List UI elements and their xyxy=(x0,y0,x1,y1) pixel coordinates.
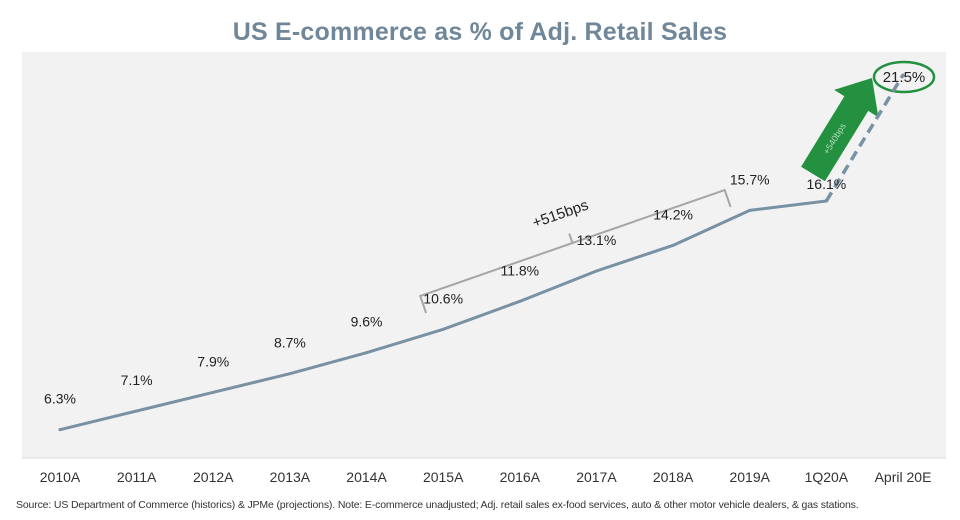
data-point xyxy=(671,243,675,247)
data-point xyxy=(518,299,522,303)
x-tick-label: 2010A xyxy=(40,469,81,485)
data-label: 9.6% xyxy=(351,314,383,330)
x-tick-label: 2018A xyxy=(653,469,694,485)
growth-bracket xyxy=(418,188,732,314)
data-label: 8.7% xyxy=(274,335,306,351)
x-tick-label: 2016A xyxy=(500,469,541,485)
data-label: 16.1% xyxy=(807,176,847,192)
x-tick-label: 2017A xyxy=(576,469,617,485)
x-tick-label: 1Q20A xyxy=(805,469,849,485)
data-label: 13.1% xyxy=(577,232,617,248)
data-label: 11.8% xyxy=(500,262,539,278)
x-tick-label: 2012A xyxy=(193,469,234,485)
projection-highlight-circle xyxy=(872,60,936,94)
chart-title: US E-commerce as % of Adj. Retail Sales xyxy=(232,18,728,46)
x-tick-label: 2015A xyxy=(423,469,464,485)
data-label: 7.1% xyxy=(121,372,153,388)
series-line-actual xyxy=(58,199,828,432)
x-tick-label: 2014A xyxy=(346,469,387,485)
data-label: 6.3% xyxy=(44,391,76,407)
growth-arrow xyxy=(801,78,879,182)
source-note: Source: US Department of Commerce (histo… xyxy=(16,499,859,511)
data-point xyxy=(58,428,62,432)
series-line-projected xyxy=(824,74,905,202)
x-tick-label: 2011A xyxy=(117,469,157,485)
data-point xyxy=(135,409,139,413)
data-label: 7.9% xyxy=(197,353,229,369)
bracket-label: +515bps xyxy=(530,197,590,232)
x-tick-label: 2013A xyxy=(270,469,311,485)
data-point xyxy=(901,73,905,77)
data-label: 10.6% xyxy=(423,290,463,306)
data-point xyxy=(211,390,215,394)
data-point xyxy=(441,327,445,331)
data-point xyxy=(288,372,292,376)
data-point xyxy=(824,199,828,203)
data-point xyxy=(594,269,598,273)
data-label: 14.2% xyxy=(653,206,693,222)
x-tick-label: April 20E xyxy=(875,469,932,485)
data-point xyxy=(365,351,369,355)
data-point xyxy=(748,208,752,212)
data-label: 21.5% xyxy=(883,69,926,86)
x-tick-label: 2019A xyxy=(729,469,770,485)
plot-area xyxy=(22,52,946,458)
data-label: 15.7% xyxy=(730,171,770,187)
